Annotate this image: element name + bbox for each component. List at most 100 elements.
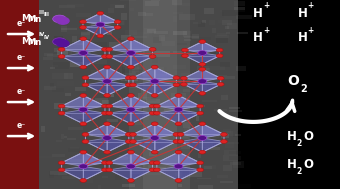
Bar [83, 48, 92, 54]
Bar [41, 126, 45, 132]
Bar [125, 72, 136, 78]
Bar [202, 100, 217, 102]
Bar [222, 10, 239, 16]
Circle shape [114, 20, 121, 24]
Polygon shape [131, 95, 153, 110]
Circle shape [199, 122, 206, 126]
Bar [115, 129, 120, 133]
Circle shape [102, 168, 108, 172]
Polygon shape [107, 81, 129, 95]
Polygon shape [155, 138, 176, 152]
Bar [214, 135, 219, 138]
Circle shape [149, 47, 156, 51]
Bar [217, 175, 228, 178]
Circle shape [182, 48, 188, 52]
Bar [230, 110, 242, 112]
Circle shape [149, 168, 156, 172]
Bar [71, 114, 87, 119]
Bar [173, 65, 186, 69]
Text: 2: 2 [300, 84, 307, 94]
Bar [84, 58, 98, 63]
Bar [85, 83, 101, 85]
Bar [61, 28, 77, 30]
Circle shape [102, 104, 108, 108]
Circle shape [128, 122, 134, 126]
Bar [57, 81, 74, 86]
Bar [112, 170, 120, 172]
Circle shape [96, 22, 105, 27]
Bar [220, 181, 233, 183]
Polygon shape [83, 13, 100, 25]
Circle shape [130, 140, 136, 143]
Bar [196, 116, 199, 121]
Bar [158, 35, 165, 41]
Polygon shape [157, 166, 178, 180]
Bar [107, 30, 112, 35]
Circle shape [175, 94, 182, 97]
Polygon shape [83, 110, 105, 124]
Text: IV: IV [44, 35, 50, 40]
Polygon shape [133, 138, 155, 152]
Bar [221, 133, 228, 135]
Bar [175, 71, 191, 76]
Bar [198, 185, 213, 188]
Bar [183, 31, 190, 36]
Polygon shape [202, 124, 224, 138]
Bar [88, 19, 101, 24]
Circle shape [114, 26, 121, 29]
Bar [85, 178, 93, 183]
Bar [50, 83, 54, 87]
Bar [83, 29, 87, 31]
Circle shape [79, 107, 88, 112]
Bar [223, 155, 238, 161]
Bar [135, 69, 148, 74]
Bar [173, 136, 189, 139]
Bar [81, 30, 87, 33]
Circle shape [80, 94, 87, 97]
Circle shape [130, 132, 136, 136]
Circle shape [128, 65, 134, 69]
Text: +: + [307, 26, 313, 35]
Polygon shape [181, 124, 202, 138]
Bar [184, 36, 199, 38]
Bar [132, 113, 144, 117]
Bar [119, 155, 134, 159]
Circle shape [149, 161, 156, 165]
Text: H: H [253, 31, 263, 44]
Bar [182, 30, 192, 33]
Circle shape [128, 94, 134, 97]
Bar [208, 49, 216, 54]
Bar [144, 13, 153, 16]
Circle shape [128, 37, 134, 41]
Bar [181, 143, 190, 149]
Circle shape [106, 168, 113, 172]
Bar [212, 28, 217, 33]
Text: e⁻: e⁻ [17, 19, 26, 28]
Bar [205, 20, 220, 25]
Bar [121, 35, 131, 40]
Bar [194, 79, 197, 84]
Bar [54, 36, 63, 42]
Polygon shape [157, 95, 178, 110]
Circle shape [174, 107, 183, 112]
Text: IV: IV [38, 33, 45, 37]
Circle shape [82, 140, 89, 143]
Bar [178, 14, 195, 20]
Polygon shape [107, 124, 129, 138]
Bar [200, 165, 216, 169]
Bar [216, 39, 228, 43]
Bar [151, 67, 164, 71]
Polygon shape [178, 95, 200, 110]
Bar [50, 171, 67, 175]
Bar [134, 102, 145, 104]
Circle shape [175, 179, 182, 182]
Bar [181, 74, 189, 76]
Bar [236, 15, 252, 19]
Bar [89, 132, 93, 137]
Bar [128, 61, 138, 65]
Bar [146, 173, 161, 175]
Bar [125, 104, 142, 110]
Bar [98, 135, 100, 140]
Bar [65, 108, 68, 110]
Bar [136, 97, 151, 98]
